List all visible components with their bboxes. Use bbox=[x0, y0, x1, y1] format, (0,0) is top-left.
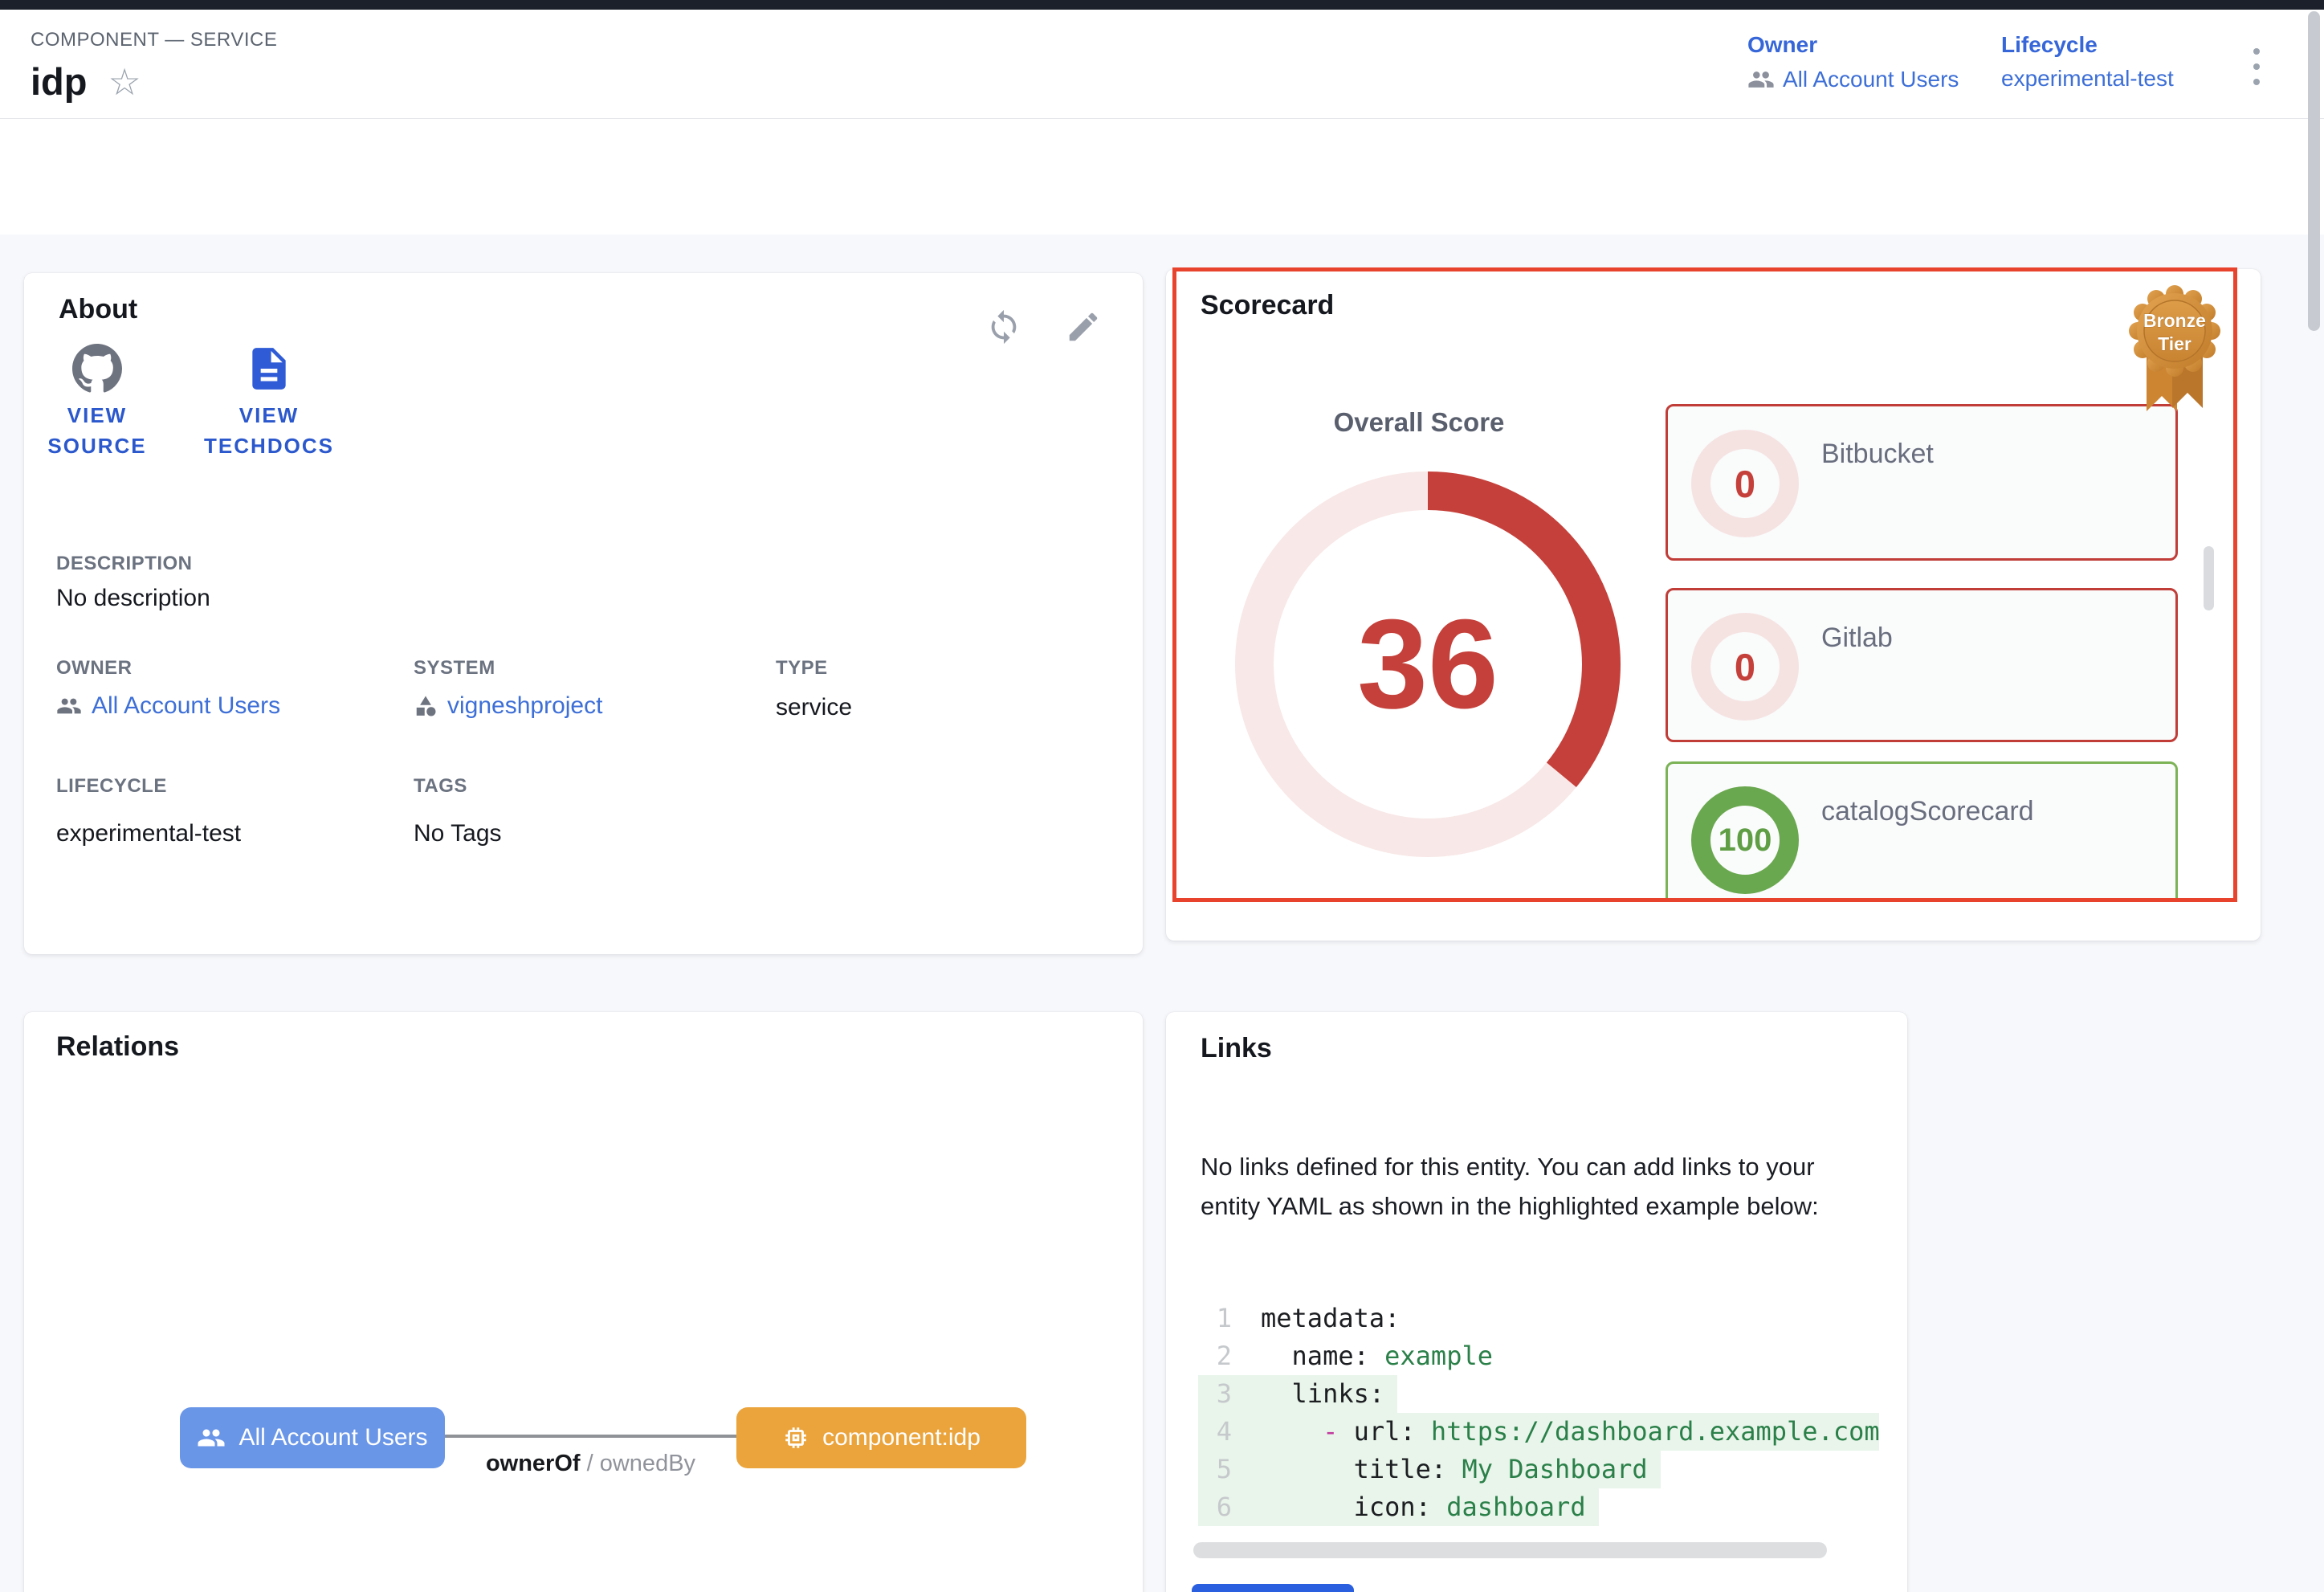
system-field-label: SYSTEM bbox=[414, 657, 495, 679]
type-field-value: service bbox=[776, 694, 853, 720]
overall-score-label: Overall Score bbox=[1333, 407, 1505, 437]
code-line: 1 metadata: bbox=[1216, 1303, 1401, 1333]
github-icon bbox=[72, 344, 122, 393]
lifecycle-label: Lifecycle bbox=[2001, 32, 2098, 57]
bronze-tier-badge: Bronze Tier bbox=[2129, 285, 2220, 411]
people-icon bbox=[198, 1429, 225, 1447]
scorecard-item-bitbucket[interactable]: 0 Bitbucket bbox=[1666, 404, 2178, 561]
gitlab-score-value: 0 bbox=[1734, 645, 1756, 688]
view-source-button[interactable]: VIEW SOURCE bbox=[24, 344, 170, 461]
tags-field-value: No Tags bbox=[414, 820, 502, 847]
header-divider bbox=[0, 118, 2324, 119]
bitbucket-label: Bitbucket bbox=[1821, 439, 1934, 469]
techdocs-document-icon bbox=[252, 348, 286, 390]
links-title: Links bbox=[1201, 1033, 1272, 1063]
page-title: idp bbox=[31, 60, 88, 103]
lifecycle-field-value: experimental-test bbox=[56, 820, 242, 847]
scorecard-item-catalogscorecard[interactable]: 100 catalogScorecard bbox=[1666, 761, 2178, 898]
component-chip-icon bbox=[785, 1427, 806, 1448]
entity-header: COMPONENT — SERVICE idp ☆ Owner All Acco… bbox=[0, 10, 2324, 118]
badge-line2: Tier bbox=[2158, 333, 2191, 354]
owner-link[interactable]: All Account Users bbox=[1747, 66, 1959, 93]
edit-pencil-icon bbox=[1069, 312, 1098, 341]
owner-label: Owner bbox=[1747, 32, 1818, 57]
edit-button[interactable] bbox=[1065, 308, 1107, 350]
owner-field-link[interactable]: All Account Users bbox=[56, 692, 280, 720]
top-bar bbox=[0, 0, 2324, 10]
catalogscorecard-label: catalogScorecard bbox=[1821, 796, 2034, 827]
catalogscorecard-score-donut bbox=[1691, 786, 1799, 894]
lifecycle-value: experimental-test bbox=[2001, 66, 2174, 91]
links-card: Links No links defined for this entity. … bbox=[1166, 1012, 1907, 1592]
code-horizontal-scrollbar[interactable] bbox=[1193, 1542, 1827, 1558]
about-title: About bbox=[59, 294, 138, 325]
description-label: DESCRIPTION bbox=[56, 553, 193, 574]
refresh-button[interactable] bbox=[985, 308, 1027, 350]
view-techdocs-label: VIEW TECHDOCS bbox=[204, 403, 334, 458]
owner-field-label: OWNER bbox=[56, 657, 133, 679]
entity-tabs: Overview CI/CD Scorecard API Dependencie… bbox=[0, 119, 2324, 235]
gitlab-label: Gitlab bbox=[1821, 623, 1893, 653]
relations-title: Relations bbox=[56, 1031, 180, 1062]
relations-card: Relations All Account Users component:id… bbox=[24, 1012, 1143, 1592]
gitlab-score-donut bbox=[1691, 613, 1799, 720]
catalogscorecard-score-value: 100 bbox=[1718, 822, 1772, 858]
page-scrollbar[interactable] bbox=[2308, 11, 2320, 331]
yaml-example-code-block: 1 metadata: 2 name: example 3 links: 4 -… bbox=[1198, 1300, 1879, 1533]
relation-node-all-account-users[interactable]: All Account Users bbox=[180, 1407, 445, 1468]
code-line: 2 name: example bbox=[1216, 1341, 1493, 1371]
header-lifecycle: Lifecycle experimental-test bbox=[2001, 32, 2174, 92]
bitbucket-score-donut bbox=[1691, 430, 1799, 537]
type-field-label: TYPE bbox=[776, 657, 828, 679]
links-action-button[interactable] bbox=[1192, 1584, 1354, 1592]
about-card: About VIEW SOURCE VIEW TECHDOCS DESCRIPT… bbox=[24, 273, 1143, 954]
system-category-icon bbox=[416, 696, 436, 716]
people-icon bbox=[1748, 71, 1774, 88]
code-line-highlighted: 6 icon: dashboard bbox=[1198, 1488, 1599, 1526]
view-techdocs-button[interactable]: VIEW TECHDOCS bbox=[173, 344, 365, 461]
lifecycle-field-label: LIFECYCLE bbox=[56, 775, 167, 797]
header-owner: Owner All Account Users bbox=[1747, 32, 1959, 93]
overall-score-gauge: 36 bbox=[1235, 471, 1621, 857]
code-line-highlighted: 3 links: bbox=[1198, 1375, 1398, 1413]
relation-node-component-idp[interactable]: component:idp bbox=[736, 1407, 1026, 1468]
refresh-icon bbox=[991, 309, 1017, 345]
scorecard-item-list: 0 Bitbucket 0 Gitlab 100 catalogScorecar… bbox=[1664, 399, 2210, 898]
code-line-highlighted: 5 title: My Dashboard bbox=[1198, 1451, 1661, 1488]
relation-edge-label: ownerOf / ownedBy bbox=[485, 1451, 696, 1476]
badge-line1: Bronze bbox=[2143, 310, 2206, 331]
view-source-label: VIEW SOURCE bbox=[47, 403, 147, 458]
favorite-star-icon[interactable]: ☆ bbox=[108, 60, 141, 103]
scorecard-card: Scorecard Bronze Tier bbox=[1166, 267, 2261, 941]
overall-score-value: 36 bbox=[1357, 593, 1498, 735]
system-field-link[interactable]: vigneshproject bbox=[414, 692, 602, 720]
breadcrumb: COMPONENT — SERVICE bbox=[31, 29, 278, 51]
tags-field-label: TAGS bbox=[414, 775, 467, 797]
links-empty-message: No links defined for this entity. You ca… bbox=[1201, 1153, 1819, 1220]
relation-edge-line bbox=[445, 1435, 736, 1438]
people-icon bbox=[57, 698, 81, 714]
scorecard-item-gitlab[interactable]: 0 Gitlab bbox=[1666, 588, 2178, 742]
scorecard-title: Scorecard bbox=[1201, 290, 1335, 320]
code-line-highlighted: 4 - url: https://dashboard.example.com bbox=[1198, 1413, 1879, 1451]
description-value: No description bbox=[56, 585, 210, 611]
more-options-icon[interactable] bbox=[2250, 45, 2263, 88]
bitbucket-score-value: 0 bbox=[1734, 462, 1756, 505]
scorecard-list-scrollbar[interactable] bbox=[2204, 546, 2214, 610]
